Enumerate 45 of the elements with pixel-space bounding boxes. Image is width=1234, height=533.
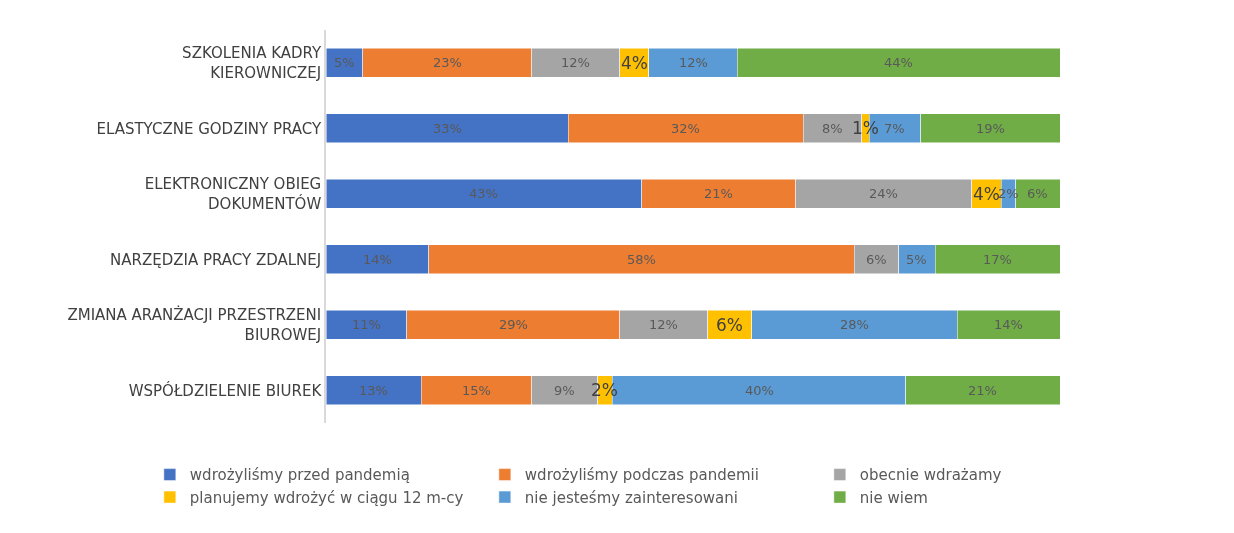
- data-label: 19%: [976, 121, 1005, 136]
- data-label: 21%: [704, 186, 733, 201]
- data-label: 28%: [840, 317, 869, 332]
- data-label: 24%: [869, 186, 898, 201]
- legend-label: nie jesteśmy zainteresowani: [524, 488, 738, 507]
- legend-label: obecnie wdrażamy: [859, 466, 1002, 485]
- y-tick-label: ELASTYCZNE GODZINY PRACY: [96, 119, 323, 138]
- data-label: 7%: [884, 121, 905, 136]
- data-label: 15%: [462, 383, 491, 398]
- y-tick-label: ELEKTRONICZNY OBIEG DOKUMENTÓW: [144, 175, 322, 213]
- data-label: 12%: [649, 317, 678, 332]
- data-label: 33%: [433, 121, 462, 136]
- data-label: 8%: [822, 121, 843, 136]
- data-label: 43%: [469, 186, 498, 201]
- data-label: 14%: [994, 317, 1023, 332]
- legend-label: wdrożyliśmy przed pandemią: [189, 466, 410, 485]
- data-label: 12%: [561, 55, 590, 70]
- y-tick-label: WSPÓŁDZIELENIE BIUREK: [128, 380, 323, 400]
- data-label: 6%: [866, 252, 887, 267]
- data-label: 11%: [352, 317, 381, 332]
- data-label: 5%: [334, 55, 355, 70]
- y-tick-label: SZKOLENIA KADRY KIEROWNICZEJ: [182, 44, 323, 82]
- data-label: 14%: [363, 252, 392, 267]
- data-label: 58%: [627, 252, 656, 267]
- data-label: 6%: [716, 315, 743, 335]
- data-label: 9%: [554, 383, 575, 398]
- data-label: 12%: [679, 55, 708, 70]
- data-label: 44%: [884, 55, 913, 70]
- y-tick-label: NARZĘDZIA PRACY ZDALNEJ: [110, 250, 322, 269]
- data-label: 1%: [852, 118, 879, 138]
- y-tick-label: ZMIANA ARANŻACJI PRZESTRZENI BIUROWEJ: [67, 305, 322, 344]
- data-label: 17%: [983, 252, 1012, 267]
- data-label: 13%: [359, 383, 388, 398]
- data-label: 6%: [1027, 186, 1048, 201]
- data-label: 4%: [973, 184, 1000, 204]
- data-label: 4%: [621, 53, 648, 73]
- legend-label: wdrożyliśmy podczas pandemii: [524, 466, 759, 485]
- data-label: 5%: [906, 252, 927, 267]
- data-label: 32%: [671, 121, 700, 136]
- data-label: 21%: [968, 383, 997, 398]
- data-label: 29%: [499, 317, 528, 332]
- data-label: 40%: [745, 383, 774, 398]
- legend-label: nie wiem: [859, 488, 928, 507]
- legend-label: planujemy wdrożyć w ciągu 12 m-cy: [189, 488, 464, 507]
- data-label: 23%: [433, 55, 462, 70]
